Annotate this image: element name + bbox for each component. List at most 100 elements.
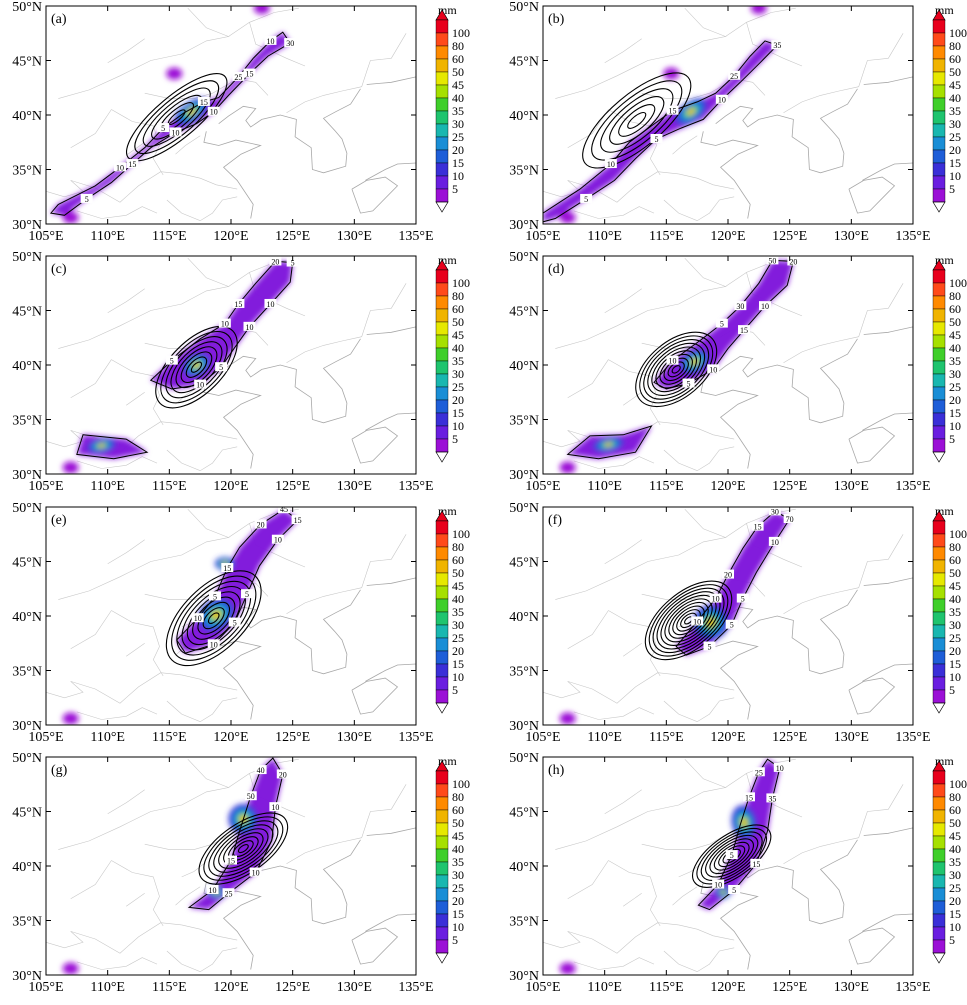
colorbar-label: 30 (452, 618, 464, 632)
contour-label: 10 (207, 639, 220, 649)
province-boundary (175, 135, 201, 155)
province-boundary (46, 430, 84, 448)
contour-ring (672, 605, 705, 636)
colorbar-label: 10 (452, 419, 464, 433)
contour-label: 30 (768, 507, 781, 516)
province-boundary (555, 508, 727, 600)
contour-label-text: 5 (170, 357, 174, 366)
colorbar-label: 35 (452, 605, 464, 619)
coastline (365, 913, 416, 932)
province-boundary (76, 957, 158, 970)
contour-label-text: 10 (776, 764, 784, 773)
contour-label: 15 (225, 855, 237, 866)
province-boundary (107, 789, 145, 814)
x-tick-label: 120°E (710, 980, 745, 995)
colorbar-segment (932, 58, 946, 73)
province-boundary (126, 893, 145, 907)
colorbar-label: 30 (949, 868, 961, 882)
province-boundary (111, 860, 164, 927)
contour-label: 5 (228, 617, 241, 628)
contour-ring (709, 838, 754, 875)
province-boundary (166, 697, 238, 723)
map-area: 10 5 15 25 10 35 15 5 (543, 758, 913, 975)
precip-spot (62, 962, 79, 975)
y-tick-label: 50°N (12, 0, 42, 15)
colorbar-label: 5 (452, 683, 458, 697)
contour-ring (600, 88, 674, 153)
contour-label-text: 5 (233, 619, 237, 628)
colorbar-segment (435, 900, 449, 915)
colorbar-label: 20 (452, 143, 464, 157)
x-tick-label: 125°E (275, 229, 310, 244)
contour-label-bg (771, 40, 784, 50)
colorbar-label: 80 (452, 39, 464, 53)
province-boundary (181, 674, 238, 691)
colorbar-label: 10 (949, 920, 961, 934)
contour-label: 25 (728, 70, 741, 81)
x-tick-label: 115°E (649, 229, 684, 244)
province-boundary (126, 643, 145, 657)
contour-label-bg (254, 519, 267, 529)
coastline (351, 426, 399, 464)
contour-ring (175, 346, 218, 389)
contour-label-text: 20 (789, 257, 797, 266)
colorbar-segment (932, 438, 946, 453)
province-boundary (555, 758, 727, 850)
contour-label-bg (766, 793, 779, 803)
colorbar-segment (435, 295, 449, 310)
contour-label-text: 15 (754, 523, 762, 532)
x-tick-label: 115°E (152, 980, 187, 995)
contour-label: 10 (191, 613, 204, 623)
contour-label-bg (742, 792, 755, 802)
contour-label-bg (225, 855, 237, 865)
contour-label: 20 (276, 769, 289, 779)
contour-label-bg (271, 534, 284, 544)
contour-label-bg (243, 321, 256, 331)
y-tick-label: 35°N (509, 915, 539, 930)
contour-label-bg (783, 513, 796, 523)
contour-label: 5 (241, 589, 254, 599)
contour-label: 10 (271, 534, 284, 545)
contour-label: 5 (580, 193, 593, 204)
province-boundary (228, 7, 299, 37)
y-tick-label: 30°N (509, 969, 539, 984)
province-boundary (678, 863, 702, 878)
province-boundary (543, 681, 581, 699)
province-boundary (573, 206, 655, 219)
colorbar-segment (932, 71, 946, 86)
province-boundary (70, 171, 182, 203)
contour-label-text: 15 (740, 326, 748, 335)
x-tick-label: 130°E (834, 730, 869, 745)
contour-ring (185, 356, 208, 378)
y-tick-label: 45°N (12, 806, 42, 821)
contour-label-text: 20 (271, 257, 279, 266)
coastline (862, 663, 913, 682)
colorbar-label: 40 (949, 91, 961, 105)
colorbar-segment (932, 624, 946, 639)
contour-label: 15 (243, 68, 256, 79)
contour-label-bg (244, 791, 257, 801)
province-boundary (286, 534, 407, 615)
coastline (848, 677, 896, 715)
contour-lines (76, 260, 294, 460)
colorbar-segment (932, 572, 946, 587)
contour-ring (213, 824, 274, 873)
colorbar-label: 45 (949, 328, 961, 342)
province-boundary (76, 707, 158, 720)
contour-label-text: 30 (771, 507, 779, 516)
colorbar-segment (435, 58, 449, 73)
colorbar-label: 5 (949, 933, 955, 947)
province-boundary (663, 446, 735, 472)
colorbar-segment (435, 425, 449, 440)
precip-area (676, 511, 790, 656)
colorbar-segment (932, 386, 946, 401)
x-tick-label: 120°E (710, 479, 745, 494)
contour-label-bg (750, 858, 763, 868)
contour-label: 5 (157, 123, 170, 133)
contour-label-bg (768, 507, 781, 516)
contour-label: 50 (244, 791, 257, 801)
colorbar-label: 25 (949, 130, 961, 144)
colorbar-segment (932, 533, 946, 548)
contour-label-bg (126, 159, 139, 169)
